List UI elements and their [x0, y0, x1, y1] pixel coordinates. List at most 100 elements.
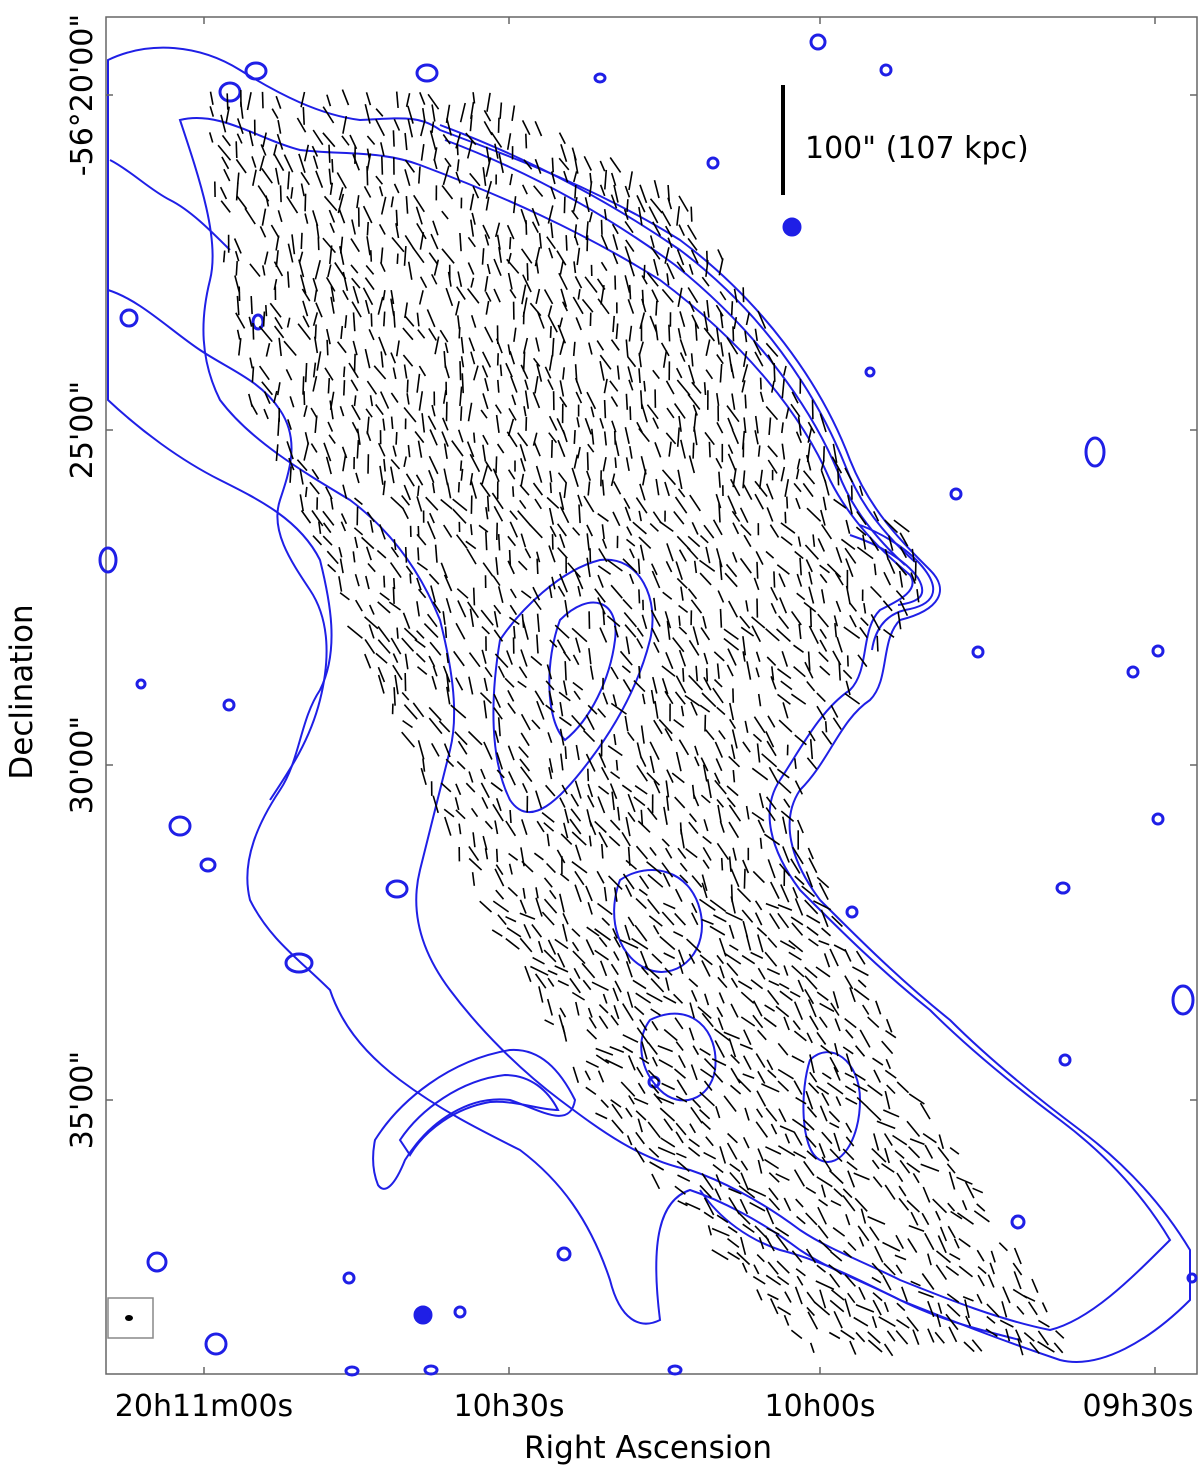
polarization-vector: [626, 199, 629, 212]
polarization-vector: [314, 324, 317, 339]
polarization-vector: [364, 277, 375, 291]
polarization-vector: [835, 1096, 842, 1107]
polarization-vector: [570, 808, 582, 822]
polarization-vector: [610, 963, 619, 976]
polarization-vector: [287, 243, 294, 263]
polarization-vector: [352, 551, 356, 563]
polarization-vector: [678, 739, 690, 756]
polarization-vector: [743, 484, 753, 500]
polarization-vector: [351, 277, 361, 289]
polarization-vector: [587, 768, 590, 782]
polarization-vector: [494, 820, 499, 835]
polarization-vector: [428, 327, 437, 341]
polarization-vector: [612, 252, 619, 265]
polarization-vector: [680, 705, 685, 717]
polarization-vector: [816, 1176, 833, 1188]
polarization-vector: [826, 563, 842, 578]
polarization-vector: [554, 624, 570, 639]
polarization-vector: [677, 1055, 686, 1069]
polarization-vector: [678, 549, 687, 562]
polarization-vector: [547, 977, 555, 987]
polarization-vector: [727, 1251, 741, 1260]
polarization-vector: [261, 91, 264, 109]
polarization-vector: [585, 221, 589, 241]
polarization-vector: [627, 366, 634, 383]
polarization-vector: [794, 875, 805, 886]
polarization-vector: [919, 1102, 931, 1120]
polarization-vector: [767, 1293, 779, 1301]
polarization-vector: [636, 1027, 650, 1044]
polarization-vector: [426, 309, 436, 328]
polarization-vector: [730, 744, 736, 760]
polarization-vector: [665, 651, 674, 670]
polarization-vector: [356, 428, 361, 446]
polarization-vector: [770, 602, 777, 614]
polarization-vector: [701, 882, 708, 899]
polarization-vector: [535, 790, 543, 809]
polarization-vector: [627, 356, 637, 368]
polarization-vector: [494, 222, 501, 238]
polarization-vector: [666, 543, 674, 562]
polarization-vector: [483, 109, 492, 122]
polarization-vector: [557, 547, 568, 559]
polarization-vector: [819, 639, 828, 652]
polarization-vector: [689, 1002, 695, 1019]
polarization-vector: [431, 404, 436, 417]
polarization-vector: [303, 144, 310, 162]
polarization-vector: [816, 876, 830, 889]
polarization-vector: [826, 1082, 844, 1095]
polarization-vector: [817, 613, 830, 628]
polarization-vector: [505, 915, 517, 923]
polarization-vector: [1012, 1262, 1023, 1276]
polarization-vector: [546, 998, 553, 1016]
polarization-vector: [325, 276, 336, 292]
polarization-vector: [497, 717, 501, 737]
polarization-vector: [754, 415, 759, 434]
polarization-vector: [519, 484, 530, 496]
polarization-vector: [793, 644, 804, 653]
polarization-vector: [404, 234, 415, 250]
polarization-vector: [258, 365, 270, 381]
polarization-vector: [719, 1146, 727, 1164]
polarization-vector: [972, 1187, 984, 1194]
polarization-vector: [778, 982, 790, 990]
polarization-vector: [629, 573, 635, 585]
polarization-vector: [893, 519, 910, 533]
polarization-vector: [781, 443, 786, 460]
polarization-vector: [741, 380, 746, 393]
polarization-vector: [446, 652, 449, 664]
polarization-vector: [287, 419, 292, 431]
polarization-vector: [964, 1181, 975, 1199]
polarization-vector: [707, 1225, 712, 1236]
polarization-vector: [576, 247, 581, 266]
polarization-vector: [585, 1060, 599, 1069]
polarization-vector: [842, 1195, 856, 1212]
polarization-vector: [322, 510, 335, 526]
polarization-vector: [755, 1053, 766, 1068]
polarization-vector: [732, 326, 735, 342]
polarization-vector: [468, 676, 474, 695]
polarization-vector: [597, 298, 610, 315]
polarization-vector: [415, 652, 426, 663]
polarization-vector: [653, 1093, 663, 1104]
polarization-vector: [651, 1056, 658, 1067]
polarization-vector: [584, 197, 590, 213]
polarization-vector: [920, 1163, 940, 1172]
polarization-vector: [504, 677, 515, 688]
polarization-vector: [675, 1122, 687, 1136]
polarization-vector: [641, 614, 648, 630]
polarization-vector: [468, 857, 483, 871]
polarization-vector: [666, 769, 674, 783]
polarization-vector: [767, 989, 780, 1006]
polarization-vector: [753, 577, 760, 591]
polarization-vector: [286, 317, 291, 328]
polarization-vector: [700, 627, 711, 641]
polarization-vector: [796, 458, 801, 470]
polarization-vector: [646, 807, 658, 821]
polarization-vector: [404, 169, 411, 187]
polarization-vectors: [208, 89, 1065, 1357]
polarization-vector: [679, 339, 687, 357]
polarization-vector: [390, 546, 400, 558]
polarization-vector: [741, 364, 749, 383]
polarization-vector: [807, 1311, 819, 1330]
